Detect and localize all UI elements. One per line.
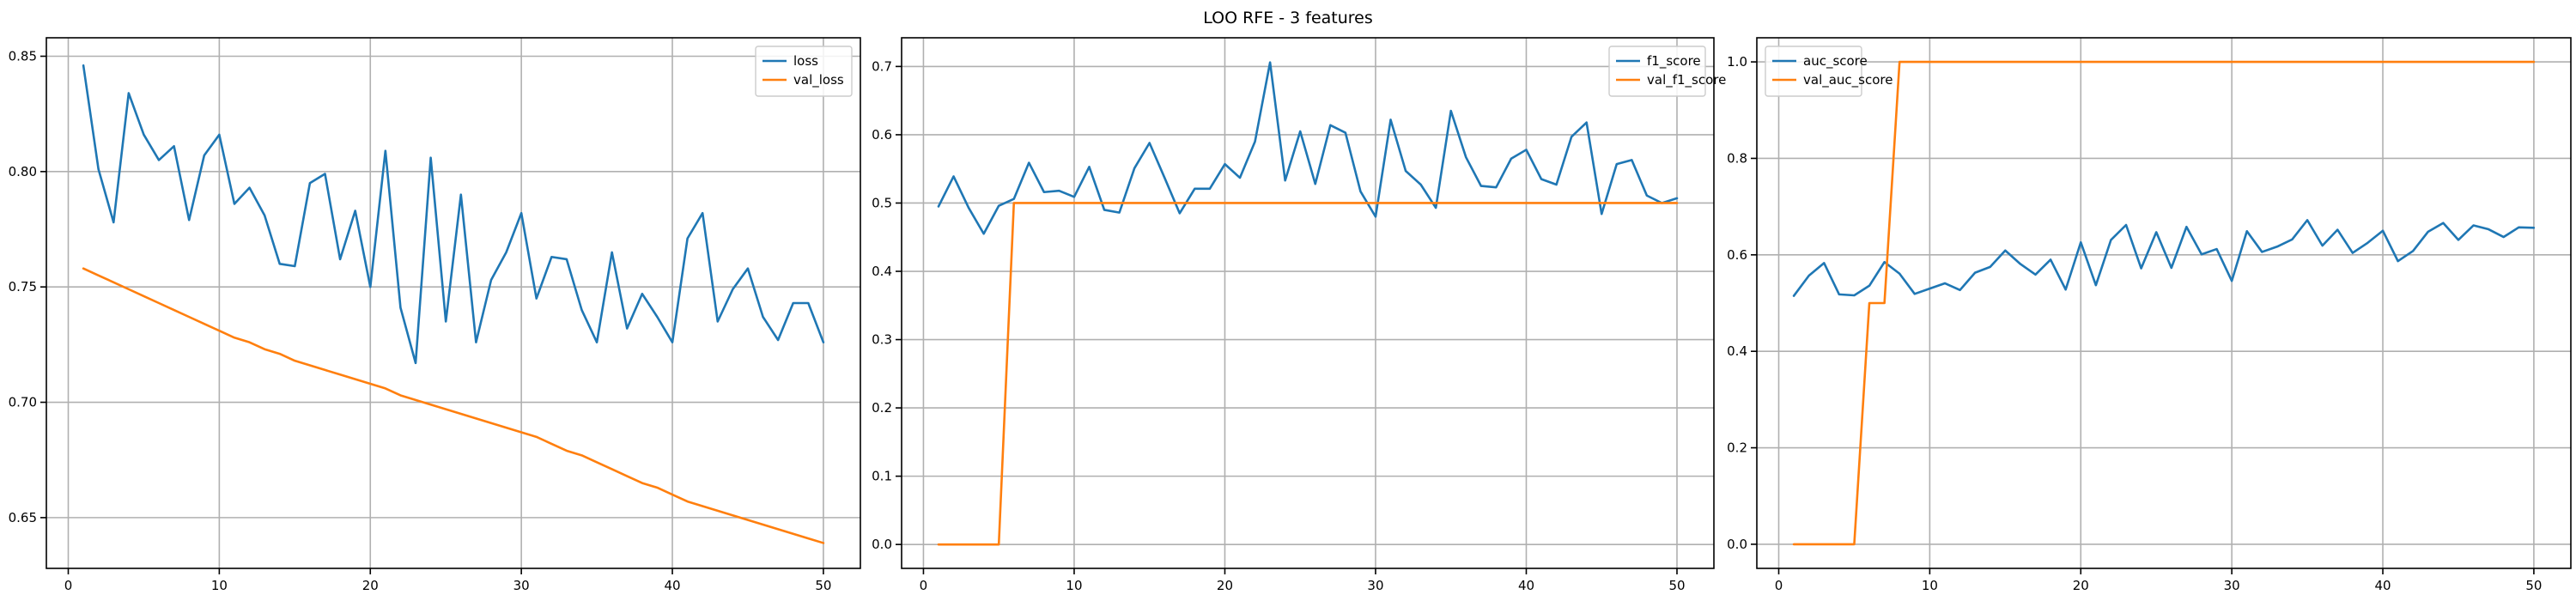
x-tick-label: 30 bbox=[513, 578, 530, 593]
y-tick-label: 0.4 bbox=[872, 264, 892, 279]
x-tick-label: 20 bbox=[2073, 578, 2089, 593]
series-line-val-loss bbox=[82, 267, 825, 544]
x-tick-label: 40 bbox=[664, 578, 680, 593]
legend-entry-val-f1-score: val_f1_score bbox=[1647, 72, 1726, 88]
legend: loss val_loss bbox=[755, 46, 853, 97]
legend-entry-loss: loss bbox=[793, 53, 818, 69]
y-tick-label: 0.2 bbox=[872, 400, 892, 416]
chart-panel-2: 0 10 20 30 40 50 0.0 0.1 0.2 0.3 0.4 0.5 0.6 0.7 f1_sc… bbox=[872, 37, 1726, 593]
legend-entry-val-loss: val_loss bbox=[793, 72, 844, 88]
x-tick-label: 40 bbox=[2374, 578, 2391, 593]
y-tick-label: 0.6 bbox=[1727, 247, 1747, 263]
y-tick-label: 0.75 bbox=[9, 279, 37, 294]
chart-panel-1: 0 10 20 30 40 50 0.65 0.70 0.75 0.80 0.85 loss val_l… bbox=[9, 37, 861, 593]
x-tick-label: 10 bbox=[1066, 578, 1082, 593]
y-tick-label: 0.8 bbox=[1727, 150, 1747, 166]
x-tick-label: 40 bbox=[1518, 578, 1534, 593]
legend: f1_score val_f1_score bbox=[1608, 46, 1726, 97]
x-tick-label: 0 bbox=[920, 578, 928, 593]
y-tick-label: 0.5 bbox=[872, 195, 892, 210]
y-tick-label: 0.0 bbox=[1727, 537, 1747, 552]
x-tick-label: 50 bbox=[1668, 578, 1685, 593]
axes-frame bbox=[1756, 37, 2572, 569]
x-tick-label: 20 bbox=[1217, 578, 1233, 593]
y-tick-label: 1.0 bbox=[1727, 54, 1747, 70]
x-tick-label: 0 bbox=[64, 578, 73, 593]
y-tick-label: 0.4 bbox=[1727, 343, 1747, 359]
x-tick-label: 50 bbox=[815, 578, 831, 593]
legend-entry-auc-score: auc_score bbox=[1803, 53, 1868, 70]
axes-frame bbox=[46, 37, 861, 569]
legend-box bbox=[1608, 46, 1706, 97]
y-tick-label: 0.3 bbox=[872, 332, 892, 348]
y-tick-label: 0.6 bbox=[872, 127, 892, 143]
x-tick-label: 30 bbox=[1367, 578, 1383, 593]
x-tick-label: 50 bbox=[2525, 578, 2542, 593]
x-tick-label: 20 bbox=[362, 578, 379, 593]
series-line-val-f1-score bbox=[937, 202, 1679, 546]
y-tick-label: 0.0 bbox=[872, 537, 892, 552]
y-tick-label: 0.65 bbox=[9, 510, 37, 525]
x-tick-label: 0 bbox=[1775, 578, 1783, 593]
axes-frame bbox=[901, 37, 1715, 569]
legend-entry-val-auc-score: val_auc_score bbox=[1803, 72, 1893, 88]
x-tick-label: 10 bbox=[1922, 578, 1938, 593]
legend-box bbox=[755, 46, 853, 97]
figure-title: LOO RFE - 3 features bbox=[1203, 9, 1373, 27]
series-line-auc-score bbox=[1792, 219, 2536, 297]
y-tick-label: 0.70 bbox=[9, 395, 37, 410]
series-line-f1-score bbox=[937, 61, 1679, 235]
legend-entry-f1-score: f1_score bbox=[1647, 53, 1701, 70]
y-tick-label: 0.7 bbox=[872, 58, 892, 74]
y-tick-label: 0.85 bbox=[9, 48, 37, 64]
series-line-loss bbox=[82, 64, 825, 365]
y-tick-label: 0.80 bbox=[9, 164, 37, 179]
series-line-val-auc-score bbox=[1792, 60, 2536, 546]
chart-panel-3: 0 10 20 30 40 50 0.0 0.2 0.4 0.6 0.8 1.0 auc_scoreva… bbox=[1727, 37, 2572, 593]
x-tick-label: 30 bbox=[2224, 578, 2240, 593]
x-tick-label: 10 bbox=[211, 578, 228, 593]
y-tick-label: 0.1 bbox=[872, 469, 892, 484]
legend: auc_score val_auc_score bbox=[1765, 46, 1893, 97]
y-tick-label: 0.2 bbox=[1727, 440, 1747, 456]
legend-box bbox=[1765, 46, 1862, 97]
